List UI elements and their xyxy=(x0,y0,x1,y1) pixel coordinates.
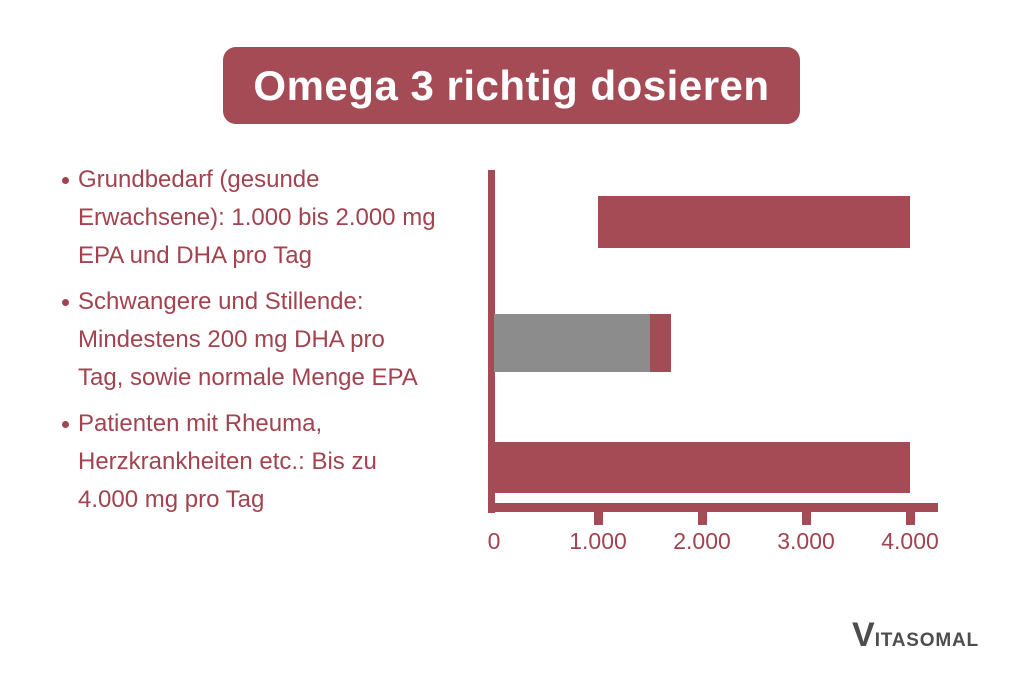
bar-segment xyxy=(650,314,671,372)
bullet-text: Schwangere und Stillende: Mindestens 200… xyxy=(78,288,418,391)
bar-segment xyxy=(598,196,910,248)
bar-segment xyxy=(494,314,650,372)
page-title: Omega 3 richtig dosieren xyxy=(253,61,770,109)
bullet-list: Grundbedarf (gesunde Erwachsene): 1.000 … xyxy=(60,161,490,527)
x-tick-label: 3.000 xyxy=(777,528,835,554)
x-tick xyxy=(801,512,811,525)
vitasomal-logo: V ITASOMAL xyxy=(852,616,979,655)
title-badge: Omega 3 richtig dosieren xyxy=(223,47,800,124)
x-tick-label: 4.000 xyxy=(881,528,939,554)
bullet-text: Grundbedarf (gesunde Erwachsene): 1.000 … xyxy=(78,166,436,269)
chart-x-axis xyxy=(488,503,938,512)
list-item: Grundbedarf (gesunde Erwachsene): 1.000 … xyxy=(60,161,490,275)
bullet-dot-icon xyxy=(62,299,69,306)
list-item: Schwangere und Stillende: Mindestens 200… xyxy=(60,283,490,397)
x-tick-label: 2.000 xyxy=(673,528,731,554)
x-tick-label: 0 xyxy=(487,528,501,554)
x-tick xyxy=(593,512,603,525)
logo-initial: V xyxy=(852,616,875,654)
x-tick-label: 1.000 xyxy=(569,528,627,554)
bullet-text: Patienten mit Rheuma, Herzkrankheiten et… xyxy=(78,410,377,513)
x-tick xyxy=(905,512,915,525)
x-tick xyxy=(697,512,707,525)
logo-text: ITASOMAL xyxy=(874,630,979,651)
bullet-dot-icon xyxy=(62,421,69,428)
bar-segment xyxy=(494,442,910,493)
list-item: Patienten mit Rheuma, Herzkrankheiten et… xyxy=(60,405,490,519)
chart-y-axis xyxy=(488,170,495,513)
bullet-dot-icon xyxy=(62,177,69,184)
